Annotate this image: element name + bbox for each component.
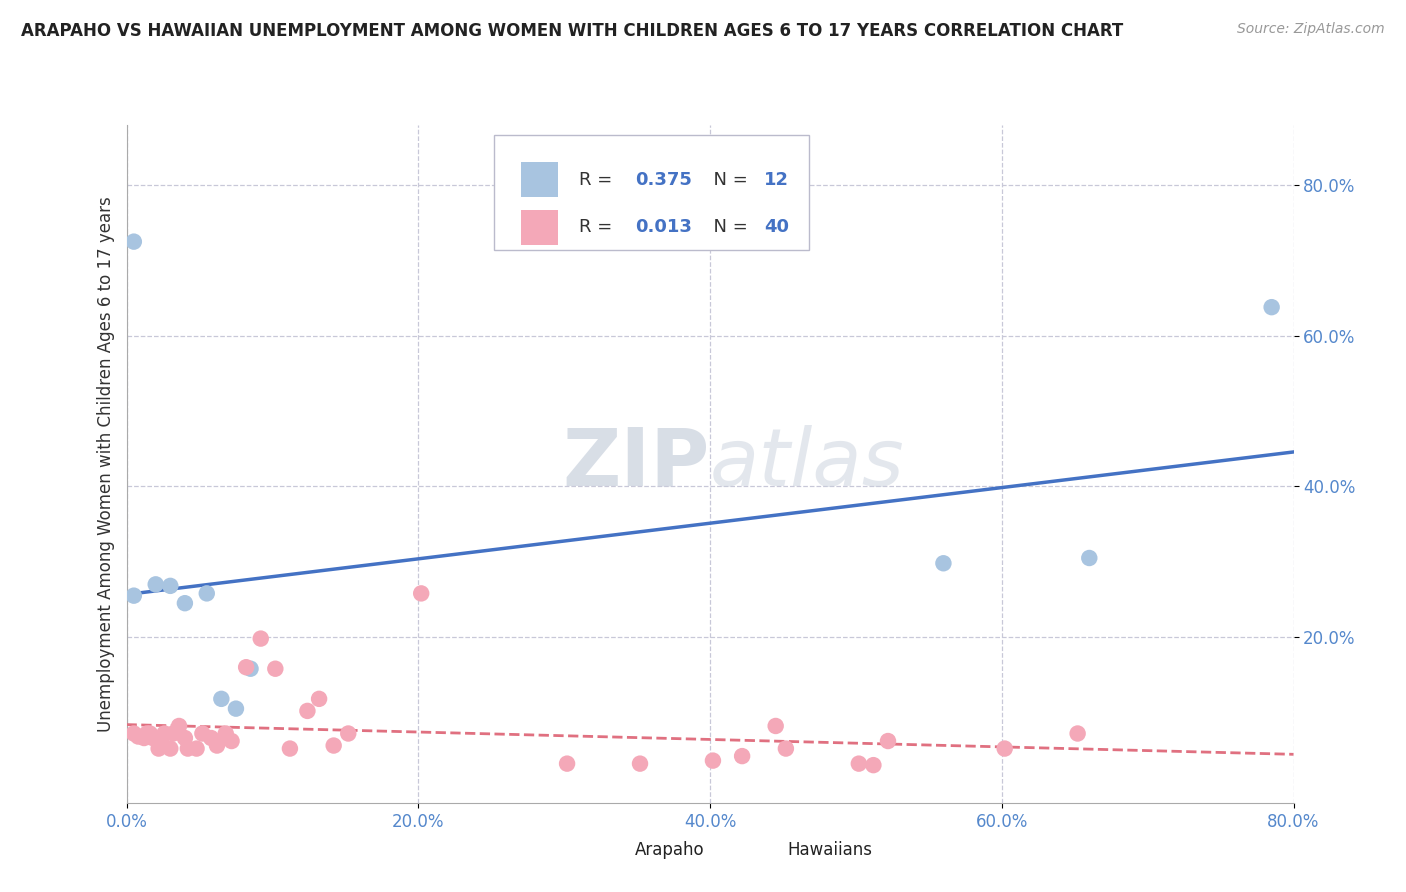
Text: 0.013: 0.013: [636, 219, 692, 236]
Point: [136, 726, 159, 740]
FancyBboxPatch shape: [745, 839, 780, 860]
Point: [765, 719, 787, 733]
Point: [191, 726, 214, 740]
Text: Source: ZipAtlas.com: Source: ZipAtlas.com: [1237, 22, 1385, 37]
Point: [1066, 726, 1088, 740]
Point: [177, 741, 200, 756]
Point: [174, 596, 197, 610]
Point: [775, 741, 797, 756]
Text: ARAPAHO VS HAWAIIAN UNEMPLOYMENT AMONG WOMEN WITH CHILDREN AGES 6 TO 17 YEARS CO: ARAPAHO VS HAWAIIAN UNEMPLOYMENT AMONG W…: [21, 22, 1123, 40]
Point: [205, 739, 228, 753]
Text: R =: R =: [579, 170, 619, 188]
Point: [862, 758, 884, 772]
Point: [221, 734, 243, 748]
FancyBboxPatch shape: [522, 210, 558, 245]
Point: [153, 726, 176, 740]
Text: N =: N =: [702, 219, 754, 236]
Point: [162, 726, 184, 740]
Point: [122, 726, 145, 740]
Text: 12: 12: [763, 170, 789, 188]
Point: [174, 731, 197, 745]
Point: [167, 719, 190, 733]
Text: Hawaiians: Hawaiians: [787, 840, 872, 859]
Point: [877, 734, 900, 748]
FancyBboxPatch shape: [593, 839, 628, 860]
Point: [297, 704, 319, 718]
Point: [702, 754, 724, 768]
Point: [195, 586, 218, 600]
FancyBboxPatch shape: [494, 135, 810, 251]
Point: [127, 730, 149, 744]
Point: [1078, 551, 1101, 566]
Point: [159, 741, 181, 756]
Point: [994, 741, 1017, 756]
Point: [337, 726, 360, 740]
Point: [159, 579, 181, 593]
Point: [1260, 300, 1282, 314]
Point: [200, 731, 222, 745]
Point: [411, 586, 433, 600]
Point: [132, 731, 155, 745]
Point: [215, 726, 238, 740]
Point: [308, 691, 330, 706]
Point: [186, 741, 208, 756]
Y-axis label: Unemployment Among Women with Children Ages 6 to 17 years: Unemployment Among Women with Children A…: [97, 196, 115, 731]
Point: [932, 556, 955, 570]
Text: ZIP: ZIP: [562, 425, 710, 503]
Text: 40: 40: [763, 219, 789, 236]
Point: [235, 660, 257, 674]
Point: [139, 726, 162, 740]
Text: atlas: atlas: [710, 425, 905, 503]
FancyBboxPatch shape: [522, 162, 558, 197]
Point: [322, 739, 344, 753]
Point: [628, 756, 651, 771]
Point: [249, 632, 271, 646]
Point: [150, 731, 173, 745]
Point: [225, 701, 247, 715]
Point: [122, 589, 145, 603]
Text: N =: N =: [702, 170, 754, 188]
Point: [142, 731, 165, 745]
Text: R =: R =: [579, 219, 619, 236]
Point: [145, 577, 167, 591]
Point: [148, 741, 170, 756]
Point: [209, 691, 232, 706]
Text: 0.375: 0.375: [636, 170, 692, 188]
Point: [239, 662, 262, 676]
Point: [555, 756, 578, 771]
Point: [264, 662, 287, 676]
Point: [278, 741, 301, 756]
Point: [122, 235, 145, 249]
Point: [848, 756, 870, 771]
Point: [731, 749, 754, 764]
Text: Arapaho: Arapaho: [636, 840, 704, 859]
